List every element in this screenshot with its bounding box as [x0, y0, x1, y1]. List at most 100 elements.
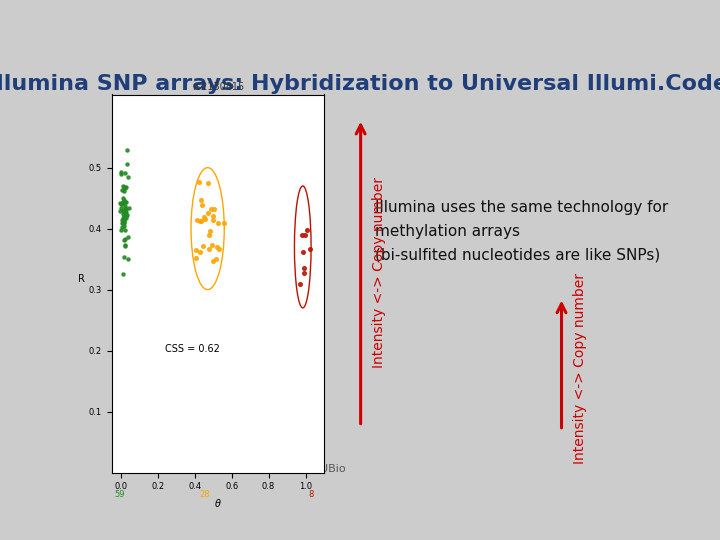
Point [117, 223, 128, 232]
Point [114, 199, 126, 207]
Point [205, 205, 217, 214]
Point [118, 181, 130, 190]
Point [194, 217, 206, 226]
Point [115, 168, 127, 177]
X-axis label: $\theta$: $\theta$ [214, 497, 222, 509]
Point [208, 204, 220, 213]
Point [207, 216, 219, 225]
Point [118, 207, 130, 215]
Point [120, 182, 131, 191]
Point [210, 254, 222, 263]
Point [117, 198, 129, 207]
Point [118, 222, 130, 231]
Point [116, 215, 127, 224]
Point [121, 146, 132, 154]
Point [120, 184, 131, 192]
Point [118, 253, 130, 261]
Point [193, 178, 204, 187]
Point [120, 208, 131, 217]
Y-axis label: R: R [78, 273, 85, 284]
Point [119, 218, 130, 226]
Point [120, 205, 132, 213]
Point [297, 248, 309, 256]
Point [119, 217, 130, 225]
Point [204, 226, 215, 235]
Point [190, 246, 202, 255]
Text: Illumina uses the same technology for
methylation arrays
(bi-sulfited nucleotide: Illumina uses the same technology for me… [374, 200, 668, 262]
Point [203, 244, 215, 253]
Point [120, 206, 131, 214]
Point [116, 204, 127, 212]
Point [120, 212, 132, 220]
Point [301, 225, 312, 234]
Point [117, 270, 129, 279]
Point [218, 219, 230, 227]
Point [198, 213, 210, 221]
Point [195, 217, 207, 226]
Point [117, 186, 128, 194]
Point [118, 197, 130, 206]
Point [118, 235, 130, 244]
Point [117, 193, 129, 202]
Point [198, 242, 210, 251]
Point [120, 197, 132, 206]
Point [195, 196, 207, 205]
Text: UBio: UBio [320, 464, 346, 474]
Point [121, 160, 132, 168]
Point [115, 226, 127, 234]
Point [213, 244, 225, 253]
Point [116, 200, 127, 208]
Point [204, 230, 215, 239]
Point [190, 253, 202, 262]
Point [120, 234, 131, 243]
Point [120, 168, 131, 177]
Point [118, 219, 130, 227]
Point [199, 214, 211, 223]
Text: 59: 59 [115, 490, 125, 499]
Title: rs2130815: rs2130815 [192, 82, 244, 92]
Point [117, 207, 129, 215]
Point [202, 179, 214, 187]
Point [121, 211, 132, 219]
Point [119, 240, 130, 249]
Point [208, 212, 220, 220]
Point [212, 218, 224, 227]
Point [116, 218, 127, 227]
Point [196, 201, 207, 210]
Point [118, 196, 130, 205]
Point [294, 280, 306, 288]
Point [122, 254, 133, 263]
Point [119, 183, 130, 191]
Point [202, 208, 214, 217]
Point [194, 248, 205, 256]
Text: 8: 8 [309, 490, 314, 499]
Point [118, 186, 130, 195]
Point [119, 197, 130, 206]
Point [298, 269, 310, 278]
Text: CSS = 0.62: CSS = 0.62 [165, 343, 220, 354]
Point [120, 202, 131, 211]
Point [122, 173, 134, 181]
Point [212, 242, 223, 251]
Point [192, 216, 203, 225]
Point [118, 214, 130, 223]
Point [114, 207, 126, 215]
Text: Intensity <-> Copy number: Intensity <-> Copy number [572, 273, 587, 464]
Point [296, 231, 307, 240]
Point [116, 170, 127, 179]
Point [207, 256, 219, 265]
Point [123, 204, 135, 212]
Point [122, 233, 134, 241]
Point [120, 242, 131, 251]
Point [119, 226, 130, 234]
Point [300, 231, 311, 239]
Point [206, 241, 217, 249]
Point [299, 264, 310, 272]
Point [118, 211, 130, 220]
Point [115, 200, 127, 208]
Text: 28: 28 [199, 490, 210, 499]
Point [120, 211, 132, 219]
Point [120, 204, 131, 213]
Point [120, 208, 132, 217]
Point [305, 245, 316, 253]
